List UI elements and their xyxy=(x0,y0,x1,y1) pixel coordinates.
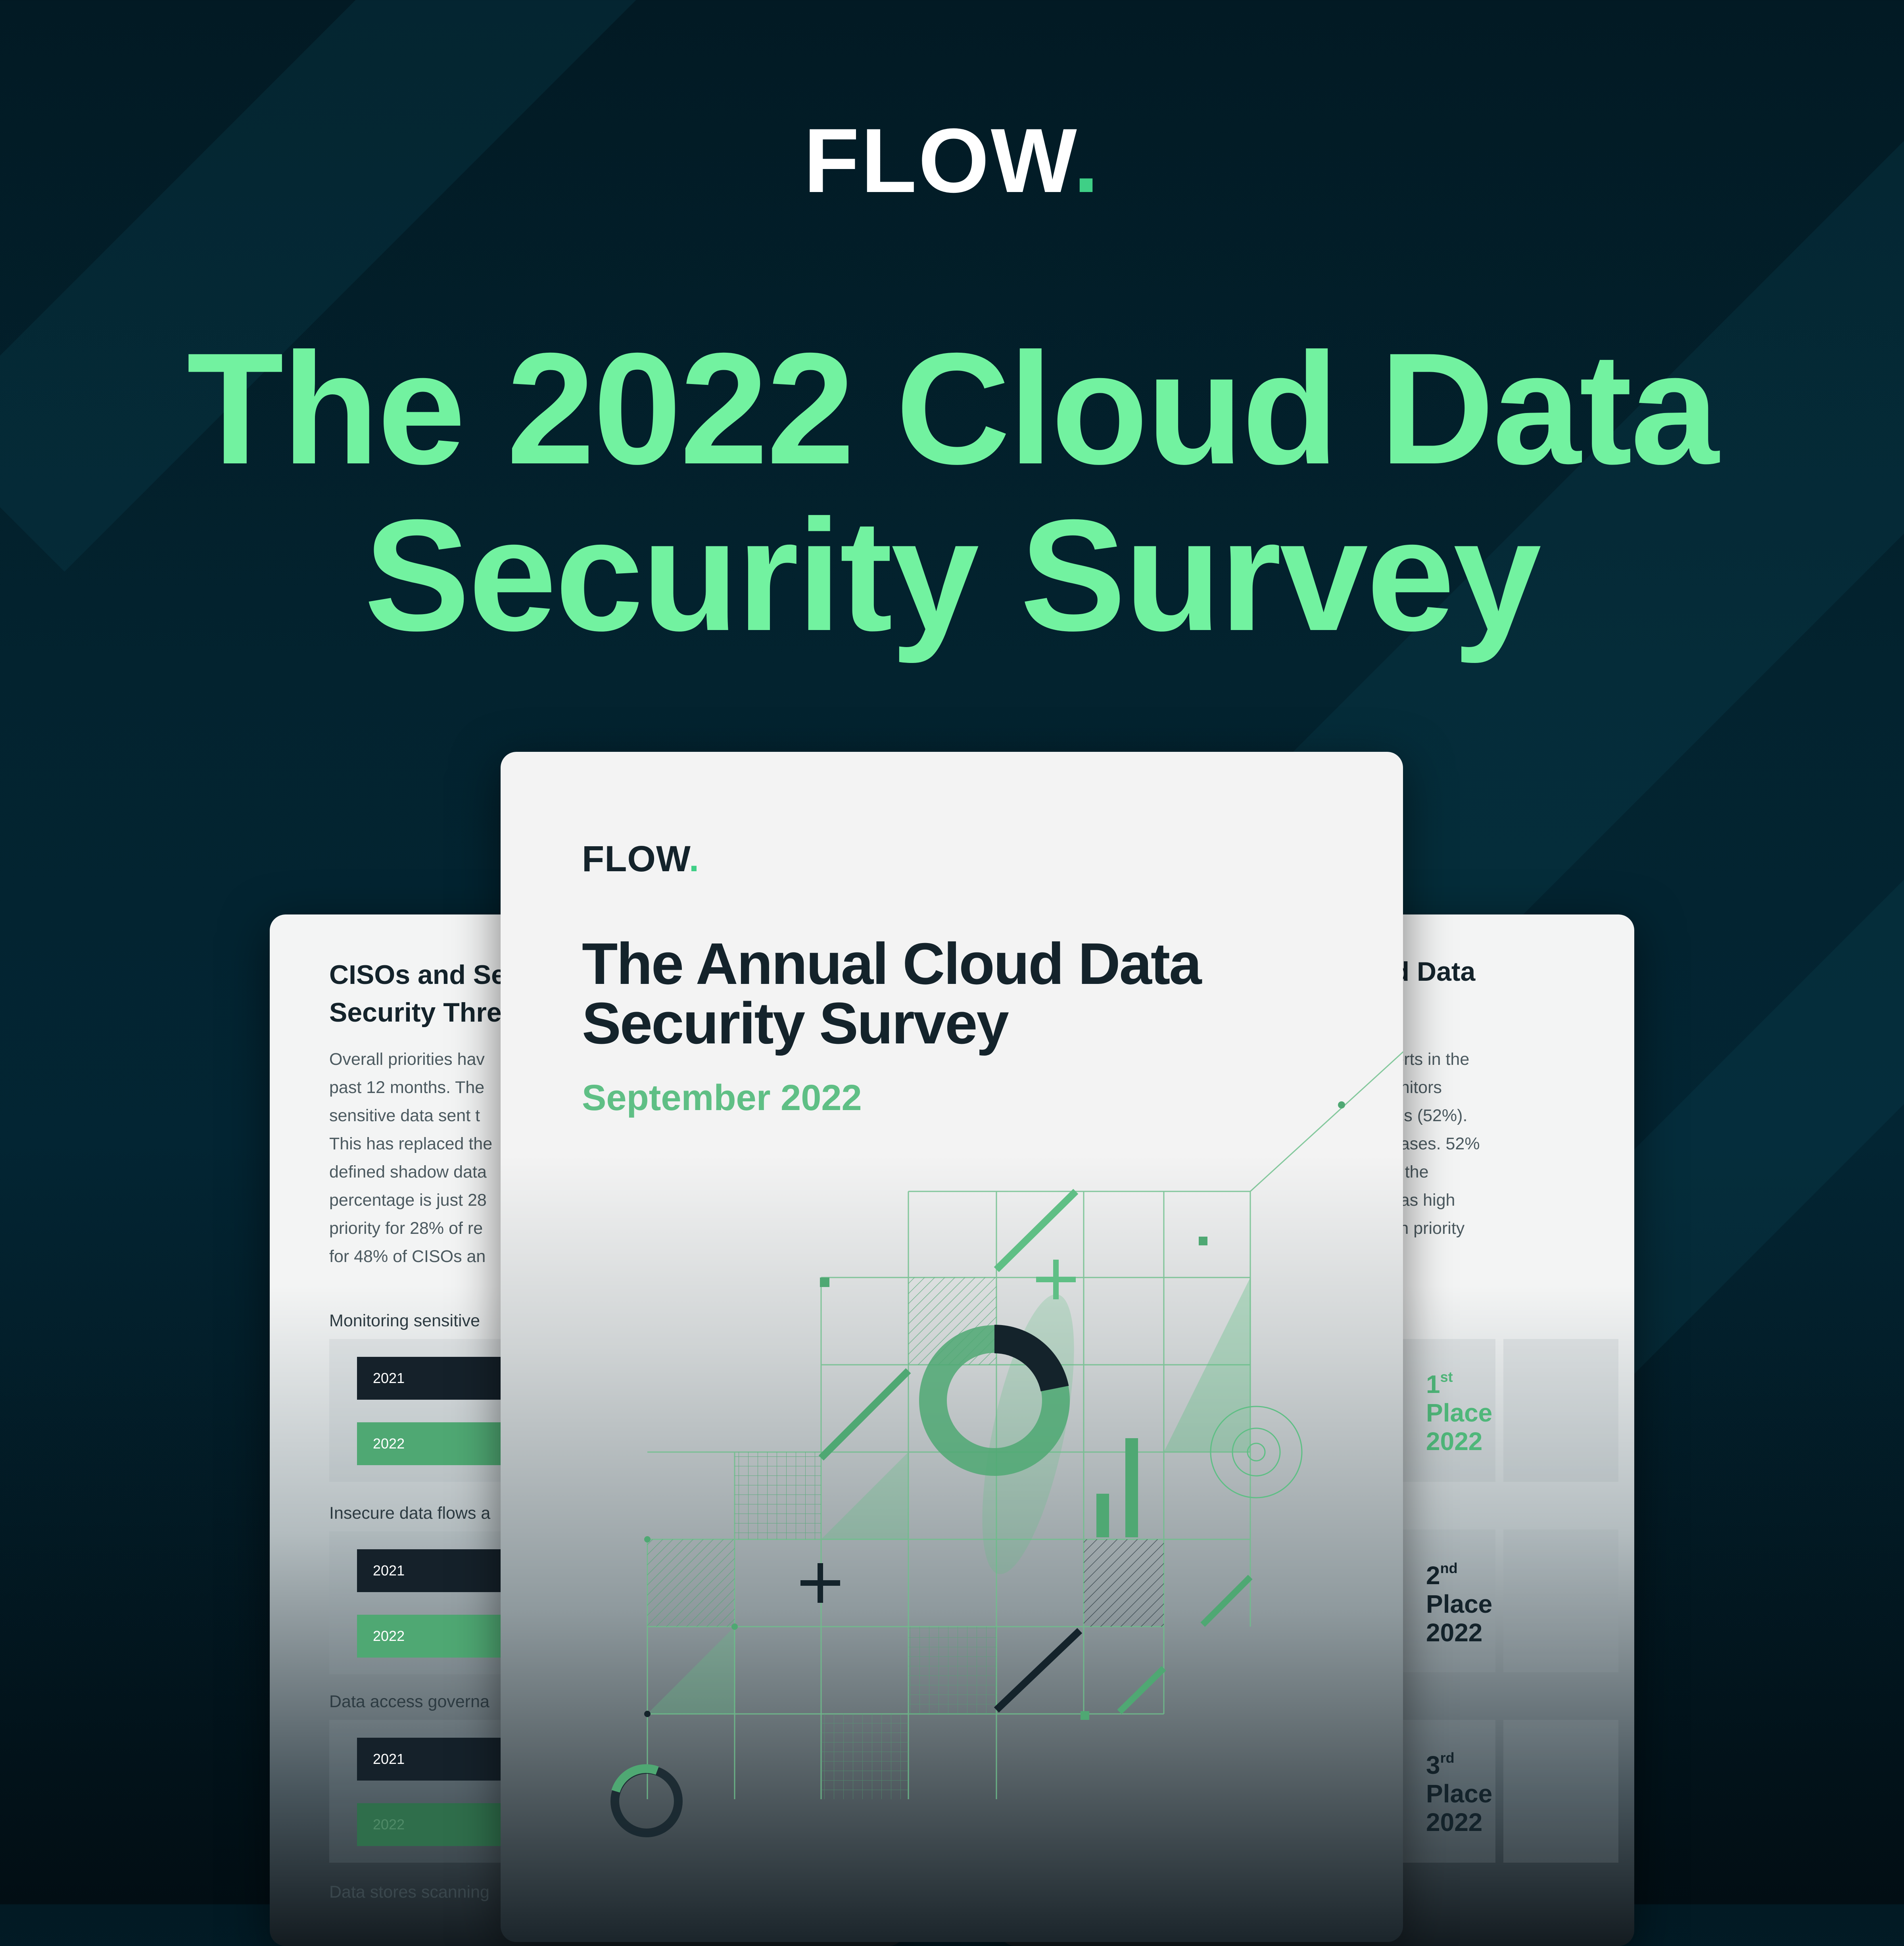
section-label: Monitoring sensitive xyxy=(329,1311,480,1330)
hero-title-line2: Security Survey xyxy=(364,486,1541,664)
left-page-body: Overall priorities hav past 12 months. T… xyxy=(329,1045,726,1271)
place-label-3: 3rd Place 2022 xyxy=(1426,1744,1492,1837)
bar-mark xyxy=(1125,1438,1138,1537)
brand-logo: FLOW. xyxy=(0,115,1904,206)
body-line: percentage is just 28 xyxy=(329,1191,487,1210)
section-label: Data stores scanning xyxy=(329,1883,489,1902)
place-word: Place xyxy=(1426,1399,1493,1427)
diagonal-bar xyxy=(994,1628,1083,1713)
place-year: 2022 xyxy=(1426,1427,1483,1456)
cover-title: The Annual Cloud Data Security Survey xyxy=(582,931,1202,1056)
body-line: past 12 months. The xyxy=(329,1078,485,1097)
cover-logo-dot: . xyxy=(689,839,700,879)
place-rank: 3 xyxy=(1426,1751,1440,1779)
place-year: 2022 xyxy=(1426,1808,1483,1837)
mesh-square xyxy=(908,1627,996,1714)
section-label: Insecure data flows a xyxy=(329,1504,491,1523)
square-mark xyxy=(820,1277,829,1287)
body-line: defined shadow data xyxy=(329,1162,487,1181)
mesh-square xyxy=(821,1714,908,1799)
hatched-square xyxy=(647,1539,735,1627)
place-word: Place xyxy=(1426,1779,1493,1808)
ranking-card-side xyxy=(1503,1720,1618,1863)
cover-illustration xyxy=(610,1051,1403,1837)
cover-logo-text: FLOW xyxy=(582,839,689,879)
mesh-square xyxy=(735,1452,821,1539)
cover-title-line2: Security Survey xyxy=(582,991,1009,1056)
body-line: This has replaced the xyxy=(329,1134,493,1153)
ranking-card-side xyxy=(1503,1339,1618,1482)
square-mark xyxy=(1081,1711,1089,1720)
node-dot xyxy=(1338,1101,1345,1108)
place-label-2: 2nd Place 2022 xyxy=(1426,1554,1492,1647)
place-rank: 1 xyxy=(1426,1370,1440,1399)
node-dot xyxy=(644,1711,651,1717)
target-icon xyxy=(1210,1406,1303,1498)
place-label-1: 1st Place 2022 xyxy=(1426,1363,1492,1456)
place-suffix: rd xyxy=(1440,1750,1455,1766)
hero-title-line1: The 2022 Cloud Data xyxy=(186,320,1719,497)
green-triangle xyxy=(821,1452,908,1539)
square-mark xyxy=(1199,1237,1207,1245)
diagonal-bar xyxy=(1117,1666,1166,1714)
left-page-heading: CISOs and Se Security Thre xyxy=(329,960,506,1028)
place-rank: 2 xyxy=(1426,1561,1440,1590)
body-line: priority for 28% of re xyxy=(329,1219,483,1238)
brand-logo-text: FLOW xyxy=(803,109,1074,211)
ranking-card-side xyxy=(1503,1529,1618,1672)
section-label: Data access governa xyxy=(329,1692,489,1711)
brand-logo-dot: . xyxy=(1073,109,1101,211)
ring-segment xyxy=(611,1764,659,1793)
cover-logo: FLOW. xyxy=(582,838,699,880)
diagonal-bar xyxy=(818,1368,911,1461)
hatched-square xyxy=(1084,1539,1164,1627)
plus-icon xyxy=(1036,1260,1076,1299)
body-line: sensitive data sent t xyxy=(329,1106,480,1125)
node-dot xyxy=(644,1536,651,1543)
bar-mark xyxy=(1096,1494,1109,1537)
donut-segment xyxy=(994,1325,1069,1392)
place-word: Place xyxy=(1426,1590,1493,1618)
place-suffix: st xyxy=(1440,1369,1453,1385)
cover-title-line1: The Annual Cloud Data xyxy=(582,931,1202,997)
cover-page: FLOW. The Annual Cloud Data Security Sur… xyxy=(501,752,1403,1942)
body-line: for 48% of CISOs an xyxy=(329,1247,486,1266)
place-suffix: nd xyxy=(1440,1560,1458,1576)
diagonal-bar xyxy=(994,1189,1079,1272)
hero-title: The 2022 Cloud Data Security Survey xyxy=(119,325,1785,659)
green-triangle xyxy=(647,1627,735,1714)
node-dot xyxy=(731,1623,738,1630)
cover-date: September 2022 xyxy=(582,1078,862,1118)
body-line: Overall priorities hav xyxy=(329,1050,485,1069)
green-triangle xyxy=(1164,1277,1250,1452)
place-year: 2022 xyxy=(1426,1618,1483,1647)
plus-icon xyxy=(800,1563,840,1603)
diagonal-bar xyxy=(1200,1575,1253,1627)
